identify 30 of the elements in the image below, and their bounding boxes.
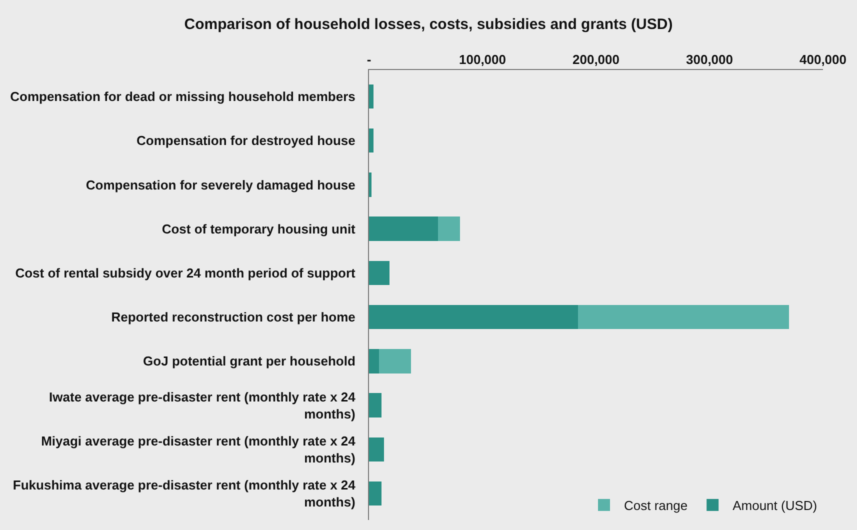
- bar: [369, 349, 380, 374]
- y-tick-label: Compensation for severely damaged house: [86, 177, 356, 192]
- bar: [369, 260, 390, 286]
- y-tick-label: Reported reconstruction cost per home: [111, 310, 356, 325]
- bar: [438, 216, 460, 241]
- y-tick-label: Compensation for destroyed house: [136, 133, 356, 148]
- bar: [369, 393, 382, 418]
- y-tick-label: Compensation for dead or missing household members: [10, 89, 356, 104]
- y-tick-label: Iwate average pre-disaster rent (monthly rate x 24 months): [49, 389, 356, 422]
- y-tick-label: Cost of temporary housing unit: [162, 221, 356, 236]
- x-tick-label: 400,000: [800, 52, 846, 67]
- x-tick-label: -: [366, 52, 372, 67]
- x-tick-label: 200,000: [572, 52, 620, 67]
- x-tick-label: 300,000: [686, 52, 733, 67]
- y-tick-label: Fukushima average pre-disaster rent (monthly rate x 24 months): [12, 478, 356, 510]
- y-tick-label: GoJ potential grant per household: [143, 354, 356, 369]
- x-tick-label: 100,000: [459, 52, 506, 67]
- bar: [369, 304, 578, 330]
- y-tick-label: Miyagi average pre-disaster rent (monthly rate x 24 months): [41, 434, 356, 466]
- legend-label: Cost range: [624, 498, 688, 514]
- chart-title: Comparison of household losses, costs, subsidies and grants (USD): [184, 16, 673, 34]
- legend-label: Amount (USD): [732, 498, 818, 514]
- bar: [369, 216, 438, 241]
- bar: [369, 128, 374, 153]
- bar: [369, 437, 384, 462]
- bar: [578, 304, 789, 330]
- bar: [379, 349, 411, 374]
- bar: [369, 481, 382, 506]
- bar: [369, 84, 374, 109]
- y-tick-label: Cost of rental subsidy over 24 month period of support: [15, 265, 356, 280]
